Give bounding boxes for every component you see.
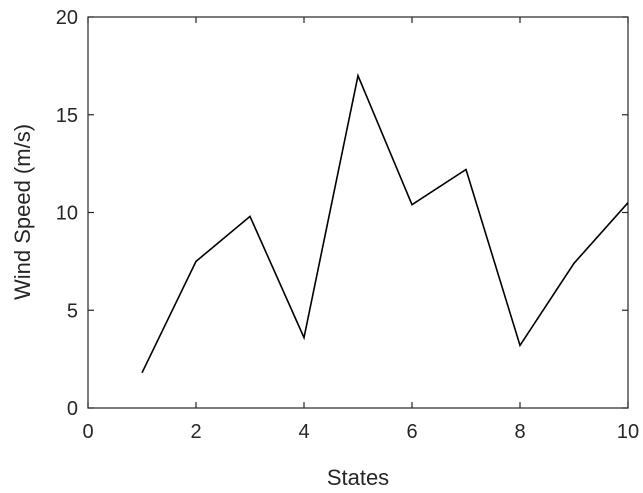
series-line bbox=[141, 73, 629, 374]
y-axis-label: Wind Speed (m/s) bbox=[10, 124, 35, 300]
x-tick-label: 10 bbox=[617, 421, 639, 443]
y-tick-label: 0 bbox=[67, 398, 78, 420]
axes-frame bbox=[87, 16, 629, 409]
y-tick-label: 5 bbox=[67, 300, 78, 322]
x-axis-label: States bbox=[327, 465, 389, 490]
x-tick-label: 6 bbox=[406, 421, 417, 443]
x-tick-label: 4 bbox=[298, 421, 309, 443]
series-layer bbox=[141, 73, 629, 374]
plot-area bbox=[87, 16, 629, 409]
y-tick-label: 15 bbox=[56, 105, 78, 127]
x-tick-label: 2 bbox=[190, 421, 201, 443]
y-tick-label: 20 bbox=[56, 7, 78, 29]
x-tick-label: 0 bbox=[82, 421, 93, 443]
x-axis-ticks: 0 2 4 6 8 10 bbox=[82, 17, 639, 443]
x-tick-label: 8 bbox=[514, 421, 525, 443]
y-tick-label: 10 bbox=[56, 203, 78, 225]
y-axis-ticks: 0 5 10 15 20 bbox=[56, 7, 628, 420]
